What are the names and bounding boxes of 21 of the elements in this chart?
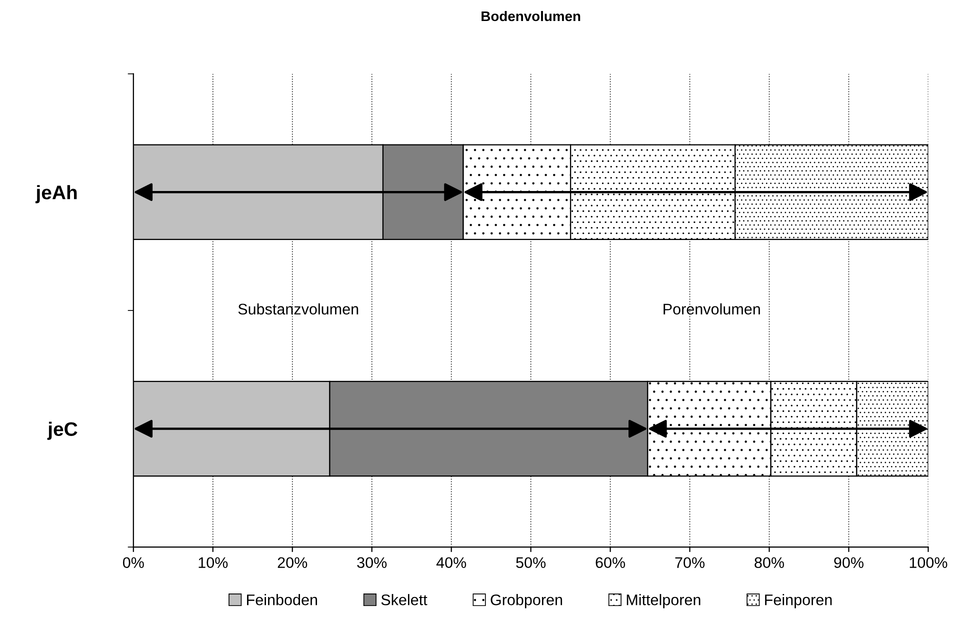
x-tick-label: 0% <box>122 557 144 568</box>
x-tick-label: 10% <box>198 557 228 568</box>
legend-label: Grobporen <box>490 594 562 608</box>
x-tick-label: 20% <box>278 557 308 568</box>
annotation: Substanzvolumen <box>238 303 358 315</box>
annotation: Porenvolumen <box>664 303 760 315</box>
x-tick-label: 90% <box>834 557 864 568</box>
x-tick-label: 50% <box>516 557 546 568</box>
legend-label: Mittelporen <box>626 594 700 608</box>
x-tick-label: 60% <box>596 557 626 568</box>
x-tick-label: 80% <box>754 557 784 568</box>
x-tick-label: 100% <box>910 557 948 568</box>
x-tick-label: 40% <box>436 557 466 568</box>
chart-title: Bodenvolumen <box>482 10 580 22</box>
legend-label: Skelett <box>381 594 428 606</box>
legend-label: Feinporen <box>765 594 832 608</box>
y-tick-label: jeAh <box>35 185 77 204</box>
y-tick-label: jeC <box>47 422 78 440</box>
legend-label: Feinboden <box>247 594 318 606</box>
x-tick-label: 30% <box>357 557 387 568</box>
x-tick-label: 70% <box>675 557 705 568</box>
